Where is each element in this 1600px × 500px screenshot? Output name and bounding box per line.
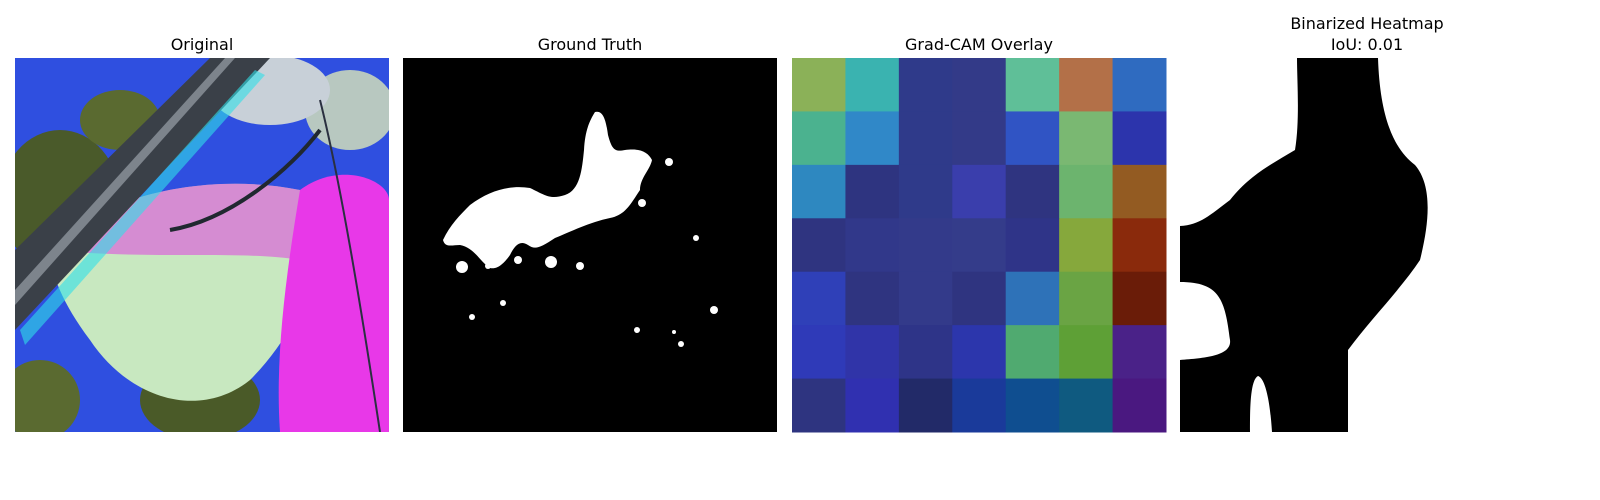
heatmap-cell [952,271,1007,326]
heatmap-cell [792,111,846,166]
heatmap-cell [845,271,900,326]
panel-title: Original [171,35,234,54]
heatmap-cell [898,58,953,112]
heatmap-cell [1112,164,1167,219]
heatmap-cell [792,325,846,380]
heatmap-cell [792,58,846,112]
gradcam-overlay [792,58,1167,433]
heatmap-cell [1059,111,1114,166]
heatmap-cell [898,218,953,273]
heatmap-cell [1005,58,1060,112]
heatmap-cell [952,218,1007,273]
heatmap-cell [1005,164,1060,219]
heatmap-cell [792,164,846,219]
heatmap-cell [845,58,900,112]
panel-subtitle: IoU: 0.01 [1331,35,1403,54]
heatmap-cell [1059,164,1114,219]
heatmap-cell [845,111,900,166]
heatmap-cell [952,378,1007,433]
heatmap-cell [1005,325,1060,380]
heatmap-cell [952,111,1007,166]
heatmap-cell [952,164,1007,219]
heatmap-cell [1059,271,1114,326]
binarized-heatmap [1180,58,1554,432]
heatmap-cell [792,218,846,273]
heatmap-cell [1005,378,1060,433]
heatmap-cell [898,271,953,326]
heatmap-cell [1112,111,1167,166]
original-image [15,58,389,432]
heatmap-cell [1112,218,1167,273]
heatmap-cell [952,325,1007,380]
heatmap-cell [845,378,900,433]
heatmap-cell [1005,218,1060,273]
heatmap-cell [898,325,953,380]
heatmap-cell [792,378,846,433]
heatmap-cell [1059,325,1114,380]
heatmap-cell [792,271,846,326]
panel-title: Ground Truth [538,35,643,54]
heatmap-cell [898,111,953,166]
heatmap-cell [845,325,900,380]
heatmap-cell [1059,218,1114,273]
panel-title: Grad-CAM Overlay [905,35,1053,54]
heatmap-cell [898,164,953,219]
heatmap-cell [1112,378,1167,433]
heatmap-cell [1059,58,1114,112]
heatmap-cell [1112,325,1167,380]
heatmap-cell [845,218,900,273]
heatmap-cell [1005,111,1060,166]
heatmap-cell [952,58,1007,112]
heatmap-cell [1005,271,1060,326]
heatmap-cell [1112,58,1167,112]
heatmap-cell [898,378,953,433]
heatmap-cell [845,164,900,219]
heatmap-cell [1059,378,1114,433]
heatmap-cell [1112,271,1167,326]
ground-truth-mask [403,58,777,432]
panel-title: Binarized Heatmap [1290,14,1443,33]
